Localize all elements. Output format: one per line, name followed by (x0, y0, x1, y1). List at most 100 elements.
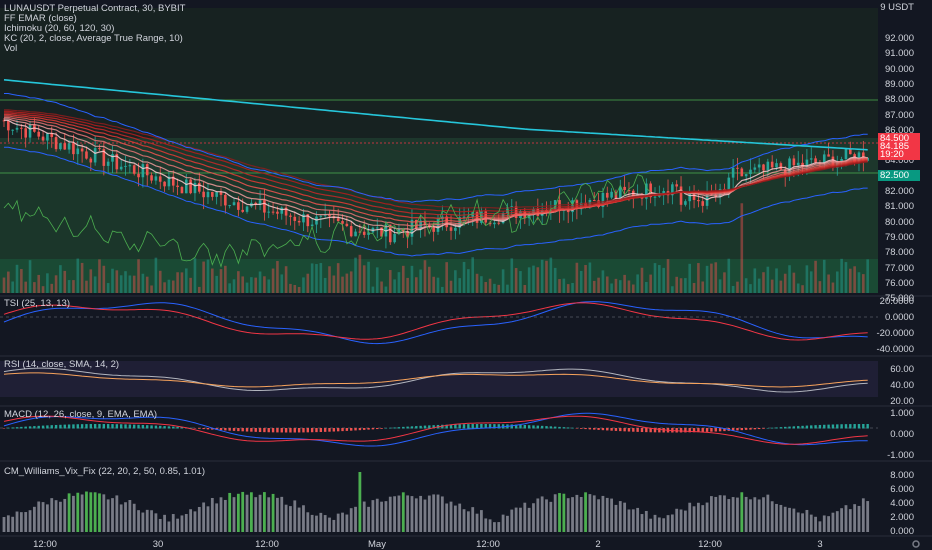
macd-tick: 1.000 (890, 408, 914, 419)
volume-bar (675, 276, 678, 293)
candle-body (749, 169, 752, 175)
vixfix-bar (202, 502, 206, 532)
volume-bar (310, 263, 314, 293)
vixfix-bar (688, 502, 692, 532)
price-tag[interactable]: 82.500 (878, 170, 920, 181)
volume-bar (853, 266, 856, 293)
macd-histogram (276, 428, 279, 433)
macd-histogram (415, 426, 418, 429)
vixfix-bar (328, 517, 331, 532)
volume-bar (332, 275, 336, 293)
ichimoku-lagging (3, 174, 652, 268)
vixfix-bar (46, 504, 49, 532)
volume-bar (597, 277, 600, 293)
macd-histogram (115, 424, 119, 429)
indicator-ffemar[interactable]: FF EMAR (close) (4, 13, 77, 24)
candle-body (545, 209, 548, 212)
macd-histogram (146, 425, 149, 429)
vixfix-bar (158, 518, 162, 532)
vixfix-bar (93, 492, 97, 532)
vix-tick: 0.000 (890, 526, 914, 537)
candle-body (792, 158, 796, 166)
vixfix-bar (723, 495, 726, 532)
rsi-label[interactable]: RSI (14, close, SMA, 14, 2) (4, 359, 120, 370)
candle-body (449, 227, 453, 231)
vixfix-bar (319, 512, 323, 532)
macd-histogram (376, 428, 379, 430)
volume-bar (493, 283, 496, 293)
volume-bar (410, 265, 414, 293)
vixfix-bar (375, 498, 379, 532)
volume-bar (666, 259, 670, 293)
price-tag[interactable]: 84.500 (878, 133, 920, 144)
candle-body (189, 179, 192, 194)
vixfix-bar (50, 498, 54, 532)
vixfix-bar (614, 504, 618, 532)
candle-body (193, 182, 197, 194)
candle-body (15, 127, 19, 130)
time-tick: 30 (152, 539, 164, 550)
vixfix-bar (67, 493, 71, 532)
volume-bar (132, 275, 136, 293)
volume-bar (245, 282, 249, 293)
candle-body (263, 200, 266, 213)
gear-icon[interactable] (910, 538, 922, 550)
macd-histogram (675, 428, 678, 433)
indicator-ichimoku[interactable]: Ichimoku (20, 60, 120, 30) (4, 23, 115, 34)
keltner-band (4, 93, 868, 203)
vixfix-bar (575, 494, 579, 532)
macd-histogram (810, 425, 813, 429)
candle-body (623, 186, 626, 191)
macd-label[interactable]: MACD (12, 26, close, 9, EMA, EMA) (4, 409, 158, 420)
candle-body (510, 206, 514, 208)
indicator-vol[interactable]: Vol (4, 43, 18, 54)
candle-body (323, 214, 327, 216)
tsi-label[interactable]: TSI (25, 13, 13) (4, 298, 71, 309)
volume-bar (618, 280, 622, 293)
candle-body (276, 211, 279, 214)
candle-body (701, 201, 705, 206)
vixfix-bar (532, 503, 535, 532)
volume-bar (627, 280, 631, 293)
vixfix-bar (480, 510, 483, 532)
symbol-title[interactable]: LUNAUSDT Perpetual Contract, 30, BYBIT (4, 3, 186, 14)
macd-histogram (653, 428, 657, 433)
vixfix-bar (801, 513, 804, 532)
volume-bar (779, 280, 783, 293)
volume-bar (202, 261, 205, 293)
candle-body (119, 166, 123, 170)
volume-bar (605, 276, 609, 293)
macd-histogram (467, 424, 470, 429)
price-tick: 81.000 (884, 201, 914, 213)
time-tick: 2 (595, 539, 601, 550)
vixfix-bar (662, 518, 666, 532)
vixfix-bar (644, 510, 648, 532)
macd-histogram (7, 427, 10, 429)
candle-body (284, 207, 288, 216)
currency-label[interactable]: 9 USDT (880, 2, 914, 13)
indicator-kc[interactable]: KC (20, 2, close, Average True Range, 10… (4, 33, 183, 44)
vixfix-label[interactable]: CM_Williams_Vix_Fix (22, 20, 2, 50, 0.85… (4, 466, 205, 477)
volume-bar (788, 265, 791, 293)
vixfix-bar (15, 511, 19, 532)
candle-body (493, 222, 496, 225)
candle-body (645, 183, 648, 199)
volume-bar (762, 272, 765, 293)
vixfix-bar (236, 493, 240, 532)
ema-ribbon-line (4, 116, 868, 227)
candle-body (692, 193, 696, 200)
candle-body (237, 202, 240, 210)
price-tag[interactable]: 19:20 (878, 149, 920, 160)
volume-bar (671, 286, 674, 293)
vixfix-bar (571, 497, 574, 532)
vixfix-bar (623, 502, 627, 532)
vixfix-bar (293, 500, 297, 532)
candle-body (106, 161, 110, 166)
candle-body (349, 226, 353, 237)
volume-bar (705, 265, 709, 293)
vixfix-bar (128, 499, 132, 532)
vixfix-bar (341, 512, 344, 532)
price-tag[interactable]: 84.185 (878, 141, 920, 152)
candle-body (115, 154, 119, 170)
